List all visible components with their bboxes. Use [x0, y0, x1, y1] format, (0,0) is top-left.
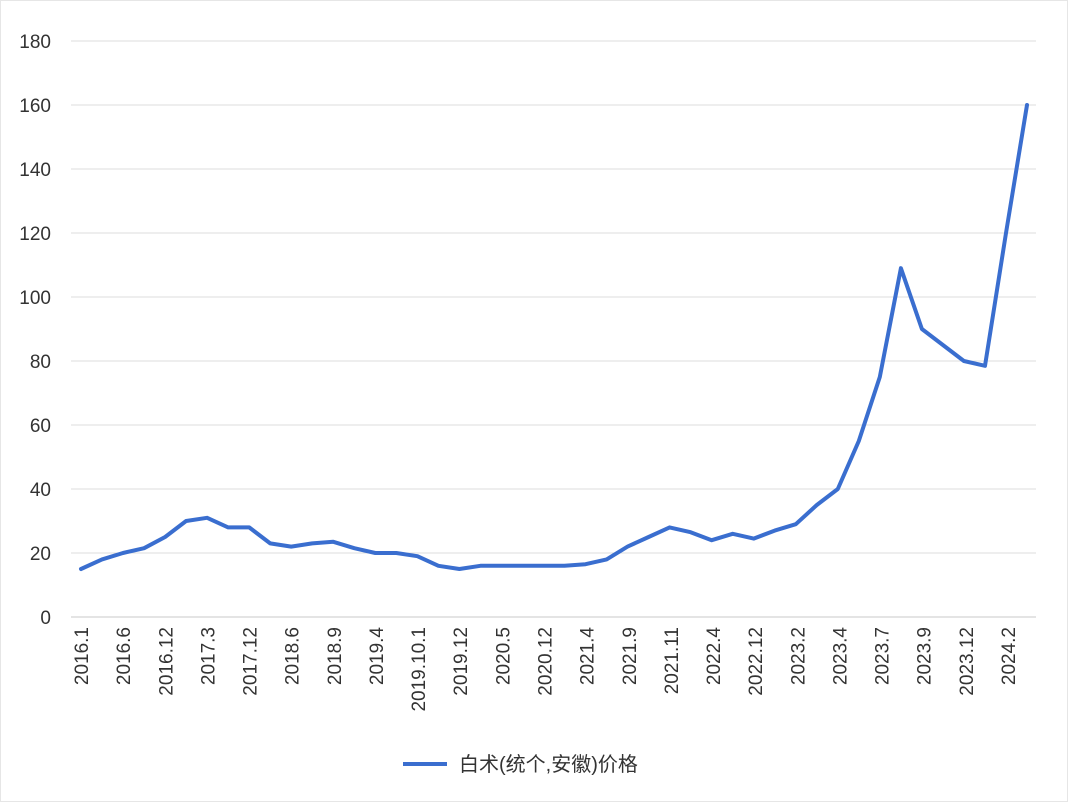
x-tick-label: 2022.4	[704, 627, 725, 686]
x-tick-label: 2023.12	[957, 627, 978, 696]
x-tick-label: 2016.12	[156, 627, 177, 696]
x-tick-label: 2019.12	[451, 627, 472, 696]
series-layer	[79, 103, 1029, 571]
x-tick-label: 2018.6	[283, 627, 304, 685]
x-tick-label: 2016.6	[114, 627, 135, 685]
y-tick-label: 0	[40, 608, 51, 629]
x-tick-label: 2021.9	[620, 627, 641, 685]
legend: 白术(统个,安徽)价格	[403, 753, 638, 776]
y-tick-label: 100	[19, 288, 51, 309]
x-tick-label: 2016.1	[72, 627, 93, 685]
x-tick-label: 2023.7	[873, 627, 894, 685]
x-tick-label: 2020.12	[536, 627, 557, 696]
y-tick-label: 60	[30, 416, 51, 437]
x-axis-tick-labels: 2016.1 2016.6 2016.12 2017.3 2017.12 2018.6 20…	[72, 627, 1020, 712]
legend-label: 白术(统个,安徽)价格	[459, 753, 638, 776]
y-tick-label: 20	[30, 544, 51, 565]
x-tick-label: 2023.9	[915, 627, 936, 685]
y-tick-label: 40	[30, 480, 51, 501]
x-tick-label: 2023.2	[788, 627, 809, 685]
x-tick-label: 2019.10.1	[409, 627, 430, 712]
y-tick-label: 180	[19, 32, 51, 53]
x-tick-label: 2021.11	[662, 627, 683, 694]
y-tick-label: 120	[19, 224, 51, 245]
x-tick-label: 2020.5	[493, 627, 514, 685]
y-tick-label: 80	[30, 352, 51, 373]
x-tick-label: 2022.12	[746, 627, 767, 696]
y-tick-label: 160	[19, 96, 51, 117]
y-axis-tick-labels: 0 20 40 60 80 100 120 140 160 180	[19, 32, 51, 629]
x-tick-label: 2024.2	[999, 627, 1020, 685]
x-tick-label: 2017.12	[241, 627, 262, 696]
grid-lines	[71, 40, 1036, 618]
y-tick-label: 140	[19, 160, 51, 181]
series-line	[79, 103, 1029, 571]
x-tick-label: 2018.9	[325, 627, 346, 685]
x-tick-label: 2021.4	[578, 627, 599, 686]
x-tick-label: 2023.4	[830, 627, 851, 686]
x-tick-label: 2019.4	[367, 627, 388, 686]
x-tick-label: 2017.3	[198, 627, 219, 685]
